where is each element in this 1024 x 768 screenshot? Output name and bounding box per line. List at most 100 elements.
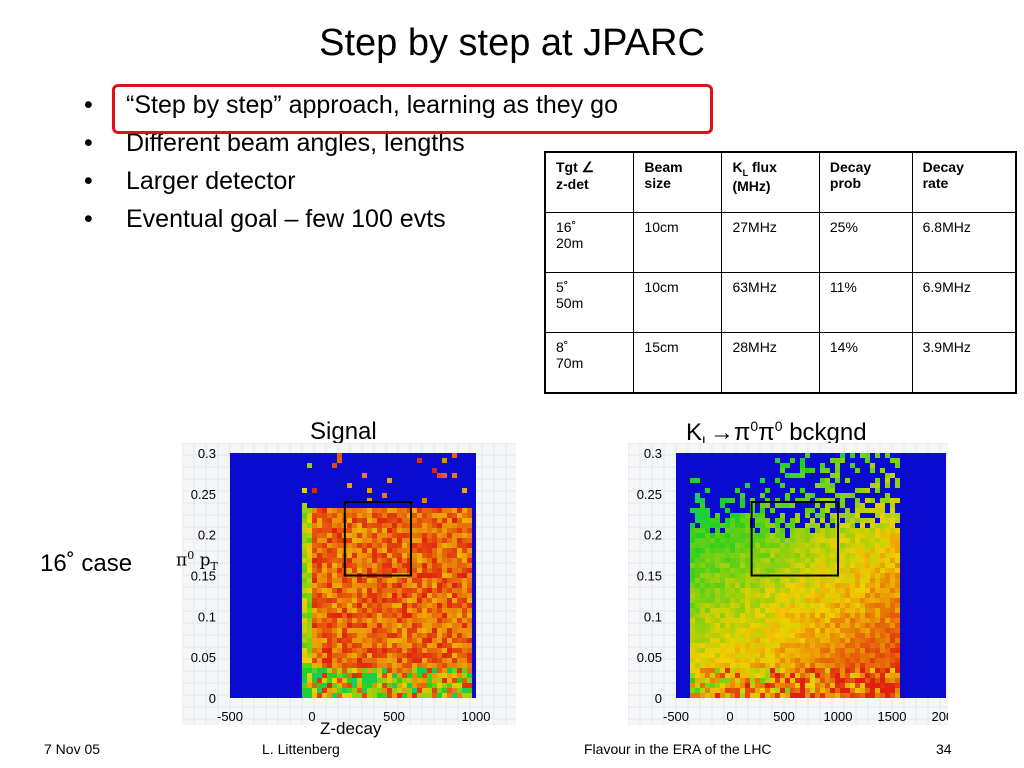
heatmap-cell xyxy=(780,533,785,538)
heatmap-cell xyxy=(885,518,890,523)
heatmap-cell xyxy=(332,618,337,623)
heatmap-cell xyxy=(427,693,432,698)
heatmap-cell xyxy=(785,493,790,498)
heatmap-cell xyxy=(845,683,850,688)
heatmap-cell xyxy=(705,538,710,543)
heatmap-cell xyxy=(720,693,725,698)
heatmap-cell xyxy=(377,563,382,568)
heatmap-cell xyxy=(800,603,805,608)
heatmap-cell xyxy=(765,628,770,633)
heatmap-cell xyxy=(725,633,730,638)
heatmap-cell xyxy=(695,538,700,543)
heatmap-cell xyxy=(865,693,870,698)
heatmap-cell xyxy=(407,588,412,593)
heatmap-cell xyxy=(307,638,312,643)
heatmap-cell xyxy=(317,598,322,603)
heatmap-cell xyxy=(452,613,457,618)
heatmap-cell xyxy=(715,678,720,683)
heatmap-cell xyxy=(715,643,720,648)
heatmap-cell xyxy=(457,678,462,683)
heatmap-cell xyxy=(795,518,800,523)
heatmap-cell xyxy=(720,583,725,588)
heatmap-cell xyxy=(710,523,715,528)
heatmap-cell xyxy=(700,648,705,653)
heatmap-cell xyxy=(815,568,820,573)
heatmap-cell xyxy=(710,558,715,563)
heatmap-cell xyxy=(845,653,850,658)
heatmap-cell xyxy=(357,688,362,693)
heatmap-cell xyxy=(327,653,332,658)
heatmap-cell xyxy=(690,533,695,538)
heatmap-cell xyxy=(462,688,467,693)
heatmap-cell xyxy=(397,568,402,573)
heatmap-cell xyxy=(307,588,312,593)
heatmap-cell xyxy=(452,663,457,668)
heatmap-cell xyxy=(412,643,417,648)
heatmap-cell xyxy=(705,593,710,598)
heatmap-cell xyxy=(392,643,397,648)
heatmap-cell xyxy=(690,678,695,683)
heatmap-cell xyxy=(720,603,725,608)
heatmap-cell xyxy=(317,613,322,618)
heatmap-cell xyxy=(735,538,740,543)
heatmap-cell xyxy=(317,558,322,563)
heatmap-cell xyxy=(337,678,342,683)
heatmap-cell xyxy=(710,668,715,673)
heatmap-cell xyxy=(890,673,895,678)
heatmap-cell xyxy=(895,663,900,668)
heatmap-cell xyxy=(432,683,437,688)
heatmap-cell xyxy=(775,498,780,503)
heatmap-cell xyxy=(462,548,467,553)
heatmap-cell xyxy=(755,603,760,608)
heatmap-cell xyxy=(840,653,845,658)
heatmap-cell xyxy=(402,583,407,588)
heatmap-cell xyxy=(795,668,800,673)
heatmap-cell xyxy=(820,538,825,543)
heatmap-cell xyxy=(695,623,700,628)
bullet-item: Eventual goal – few 100 evts xyxy=(84,202,618,240)
heatmap-cell xyxy=(417,458,422,463)
heatmap-cell xyxy=(362,683,367,688)
heatmap-cell xyxy=(362,513,367,518)
heatmap-cell xyxy=(780,463,785,468)
heatmap-cell xyxy=(840,583,845,588)
heatmap-cell xyxy=(830,648,835,653)
heatmap-cell xyxy=(422,558,427,563)
heatmap-cell xyxy=(815,548,820,553)
heatmap-cell xyxy=(367,563,372,568)
heatmap-cell xyxy=(790,633,795,638)
heatmap-cell xyxy=(765,613,770,618)
heatmap-cell xyxy=(825,523,830,528)
heatmap-cell xyxy=(457,673,462,678)
heatmap-cell xyxy=(790,593,795,598)
heatmap-cell xyxy=(367,663,372,668)
heatmap-cell xyxy=(810,558,815,563)
heatmap-cell xyxy=(327,648,332,653)
heatmap-cell xyxy=(362,593,367,598)
heatmap-cell xyxy=(865,573,870,578)
heatmap-cell xyxy=(377,528,382,533)
heatmap-cell xyxy=(820,553,825,558)
heatmap-cell xyxy=(760,678,765,683)
heatmap-cell xyxy=(895,688,900,693)
heatmap-cell xyxy=(705,673,710,678)
heatmap-cell xyxy=(367,523,372,528)
heatmap-cell xyxy=(392,603,397,608)
heatmap-cell xyxy=(442,603,447,608)
heatmap-cell xyxy=(347,523,352,528)
heatmap-cell xyxy=(730,573,735,578)
heatmap-cell xyxy=(447,638,452,643)
heatmap-cell xyxy=(422,528,427,533)
heatmap-cell xyxy=(865,618,870,623)
heatmap-cell xyxy=(770,508,775,513)
heatmap-cell xyxy=(317,523,322,528)
heatmap-cell xyxy=(417,543,422,548)
heatmap-cell xyxy=(740,673,745,678)
heatmap-cell xyxy=(367,508,372,513)
heatmap-cell xyxy=(312,548,317,553)
heatmap-cell xyxy=(785,678,790,683)
heatmap-cell xyxy=(875,658,880,663)
heatmap-cell xyxy=(830,563,835,568)
heatmap-cell xyxy=(890,538,895,543)
heatmap-cell xyxy=(780,648,785,653)
